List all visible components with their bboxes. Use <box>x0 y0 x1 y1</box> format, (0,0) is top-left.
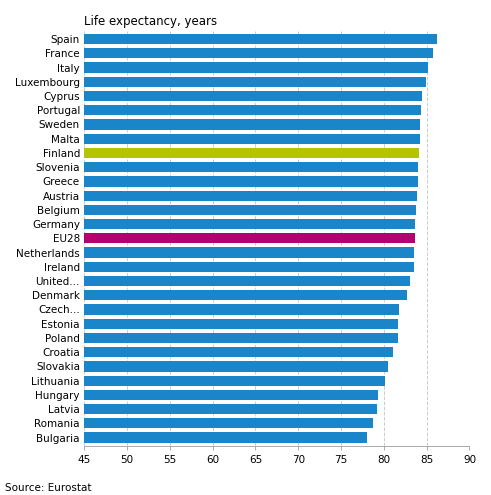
Text: Life expectancy, years: Life expectancy, years <box>84 15 218 28</box>
Bar <box>84 77 426 87</box>
Bar <box>84 319 398 329</box>
Bar <box>84 276 409 286</box>
Bar <box>84 119 420 130</box>
Text: Source: Eurostat: Source: Eurostat <box>5 483 91 493</box>
Bar <box>84 347 393 357</box>
Bar <box>84 290 407 300</box>
Bar <box>84 233 414 244</box>
Bar <box>84 148 419 158</box>
Bar <box>84 162 418 172</box>
Bar <box>84 34 437 44</box>
Bar <box>84 361 388 372</box>
Bar <box>84 418 373 429</box>
Bar <box>84 91 422 101</box>
Bar <box>84 433 367 443</box>
Bar <box>84 304 399 315</box>
Bar <box>84 248 414 258</box>
Bar <box>84 376 384 386</box>
Bar <box>84 62 428 73</box>
Bar <box>84 333 398 343</box>
Bar <box>84 219 414 229</box>
Bar <box>84 134 420 144</box>
Bar <box>84 176 418 187</box>
Bar <box>84 191 417 201</box>
Bar <box>84 262 414 272</box>
Bar <box>84 205 416 215</box>
Bar <box>84 390 378 400</box>
Bar <box>84 48 433 58</box>
Bar <box>84 105 421 115</box>
Bar <box>84 404 377 414</box>
